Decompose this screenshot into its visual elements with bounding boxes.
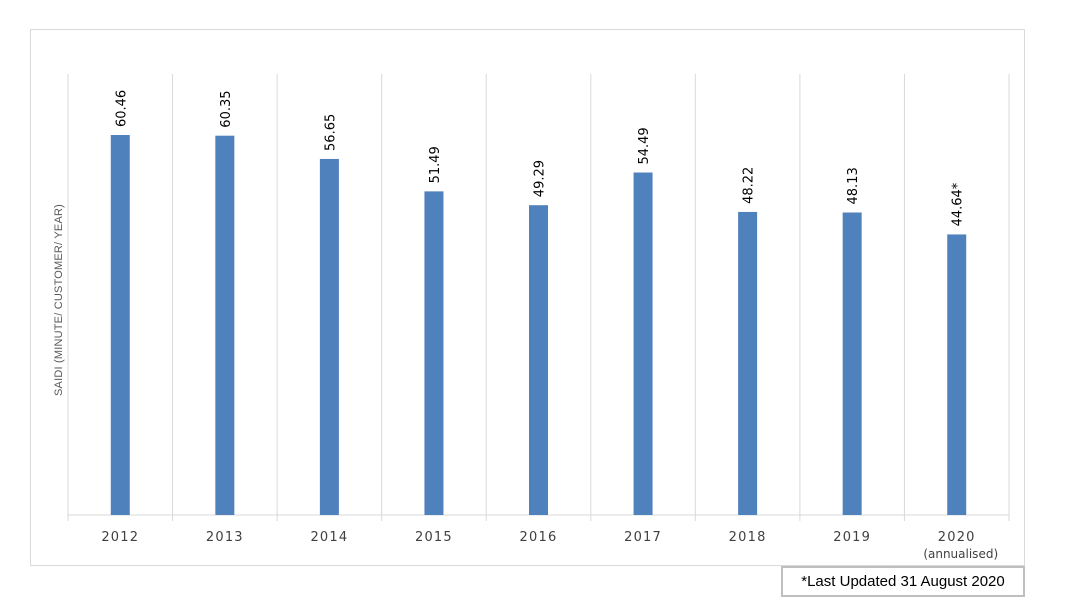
x-tick-label: 2012	[101, 530, 139, 545]
data-label: 60.35	[219, 90, 234, 127]
x-tick-label: 2014	[310, 530, 348, 545]
last-updated-note: *Last Updated 31 August 2020	[781, 566, 1025, 597]
x-tick-label: 2019	[833, 530, 871, 545]
bar	[424, 191, 444, 515]
bar	[215, 135, 235, 516]
bar	[529, 205, 548, 516]
data-label: 60.46	[114, 90, 129, 127]
bar	[110, 135, 130, 515]
x-tick-label: 2015	[415, 530, 453, 545]
data-label: 44.64*	[951, 182, 966, 226]
data-label: 48.22	[742, 167, 757, 204]
data-label: 54.49	[637, 127, 652, 164]
bar	[947, 234, 967, 515]
x-tick-label: 2018	[729, 530, 767, 545]
data-label: 51.49	[428, 146, 443, 183]
x-tick-sublabel: (annualised)	[923, 547, 998, 561]
x-tick-label: 2016	[520, 530, 558, 545]
x-tick-label: 2017	[624, 530, 662, 545]
data-label: 48.13	[846, 167, 861, 204]
bar	[842, 212, 862, 516]
bar	[319, 158, 339, 515]
bar	[633, 172, 653, 515]
bar	[738, 211, 758, 515]
data-label: 49.29	[533, 160, 548, 197]
x-tick-label: 2020	[938, 530, 976, 545]
x-tick-label: 2013	[206, 530, 244, 545]
data-label: 56.65	[323, 114, 338, 151]
